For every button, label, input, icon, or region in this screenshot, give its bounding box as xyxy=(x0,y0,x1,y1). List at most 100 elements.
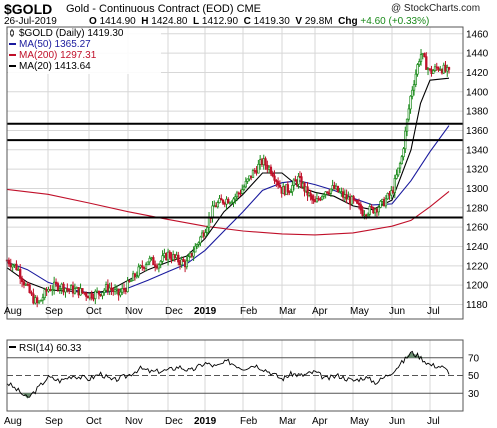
date-tick-label: Nov xyxy=(125,306,143,317)
change-value: +4.60 (+0.33%) xyxy=(360,16,430,27)
candle-body xyxy=(291,185,294,193)
candle-body xyxy=(319,198,322,201)
candle-body xyxy=(423,53,426,58)
candle-body xyxy=(381,198,384,202)
candle-body xyxy=(377,207,380,213)
candle-body xyxy=(435,66,438,69)
candle-body xyxy=(412,84,416,91)
candle-body xyxy=(405,118,409,132)
candle-body xyxy=(119,291,122,296)
candle-body xyxy=(447,67,451,70)
candle-body xyxy=(391,190,395,193)
rsi-date-tick-label: Feb xyxy=(240,416,258,427)
candle-body xyxy=(357,202,361,205)
price-candles xyxy=(5,49,451,308)
candle-body xyxy=(60,283,63,289)
candle-body xyxy=(374,208,377,214)
stockcharts-watermark: @ StockCharts.com xyxy=(391,3,481,14)
candle-body xyxy=(206,227,209,233)
candle-body xyxy=(141,265,144,268)
candle-body xyxy=(418,61,421,65)
rsi-date-tick-label: May xyxy=(350,416,369,427)
legend-label: MA(20) 1413.64 xyxy=(19,61,91,72)
symbol-title: $GOLD xyxy=(4,1,53,17)
candle-body xyxy=(126,280,129,293)
candle-body xyxy=(257,164,260,174)
candle-body xyxy=(350,196,354,205)
candle-body xyxy=(397,167,400,176)
candle-body xyxy=(15,263,18,271)
candle-body xyxy=(306,186,309,196)
candle-body xyxy=(289,191,292,194)
candle-body xyxy=(58,288,61,291)
rsi-axis: 30 50 70 xyxy=(468,353,480,400)
candle-body xyxy=(278,184,282,188)
candle-body xyxy=(56,283,60,291)
candle-body xyxy=(99,293,102,297)
date-tick-label: Sep xyxy=(45,306,63,317)
candle-body xyxy=(437,67,440,71)
candle-body xyxy=(347,196,350,200)
candle-body xyxy=(122,288,126,290)
candle-body xyxy=(133,273,137,278)
candle-body xyxy=(275,180,278,182)
candle-body xyxy=(112,289,115,293)
rsi-plot xyxy=(6,350,450,399)
candle-body xyxy=(223,202,226,205)
candle-body xyxy=(159,260,162,265)
date-tick-label: Jun xyxy=(389,306,405,317)
candle-body xyxy=(271,173,274,177)
candle-body xyxy=(182,259,185,262)
candle-body xyxy=(77,287,80,296)
candle-body xyxy=(177,254,180,263)
candle-body xyxy=(309,192,312,197)
legend-label: MA(200) 1297.31 xyxy=(19,50,97,61)
candle-body xyxy=(221,199,225,204)
rsi-grid xyxy=(6,340,463,411)
price-tick-label: 1220 xyxy=(466,261,489,272)
candle-body xyxy=(228,201,232,204)
rsi-date-tick-label: Sep xyxy=(45,416,63,427)
rsi-date-tick-label: Dec xyxy=(165,416,183,427)
candle-body xyxy=(197,242,200,245)
rsi-date-tick-label: Nov xyxy=(125,416,143,427)
high-value: 1424.80 xyxy=(151,16,188,27)
candle-body xyxy=(225,198,228,205)
candle-body xyxy=(62,283,65,293)
date-tick-label: 2019 xyxy=(194,306,217,317)
candle-body xyxy=(361,209,364,216)
price-tick-label: 1320 xyxy=(466,165,489,176)
candle-body xyxy=(262,158,265,166)
candle-body xyxy=(204,232,207,237)
candle-body xyxy=(115,288,118,291)
candle-body xyxy=(52,281,56,290)
candle-body xyxy=(49,288,52,292)
price-axis: 1180 1200 1220 1240 1260 1280 1300 1320 1340 1360… xyxy=(466,29,489,311)
candle-body xyxy=(124,289,127,293)
candle-body xyxy=(352,196,355,201)
close-label: C xyxy=(243,16,251,27)
candle-body xyxy=(39,299,43,302)
candle-body xyxy=(324,191,327,195)
rsi-date-tick-label: Aug xyxy=(4,416,22,427)
candle-body xyxy=(433,66,437,71)
candle-body xyxy=(442,64,445,74)
candle-body xyxy=(163,253,166,257)
candle-body xyxy=(54,281,58,284)
close-value: 1419.30 xyxy=(253,16,290,27)
candle-body xyxy=(317,198,320,200)
candle-body xyxy=(428,68,431,71)
candle-body xyxy=(213,205,216,208)
ma200-line xyxy=(6,188,450,236)
candle-body xyxy=(363,214,366,217)
candle-body xyxy=(187,256,190,262)
candle-body xyxy=(195,244,199,247)
candle-body xyxy=(395,174,398,179)
high-label: H xyxy=(141,16,149,27)
candle-body xyxy=(416,64,419,75)
candle-body xyxy=(85,292,88,297)
candle-body xyxy=(194,245,197,253)
candle-body xyxy=(30,292,33,295)
candle-body xyxy=(95,290,99,293)
